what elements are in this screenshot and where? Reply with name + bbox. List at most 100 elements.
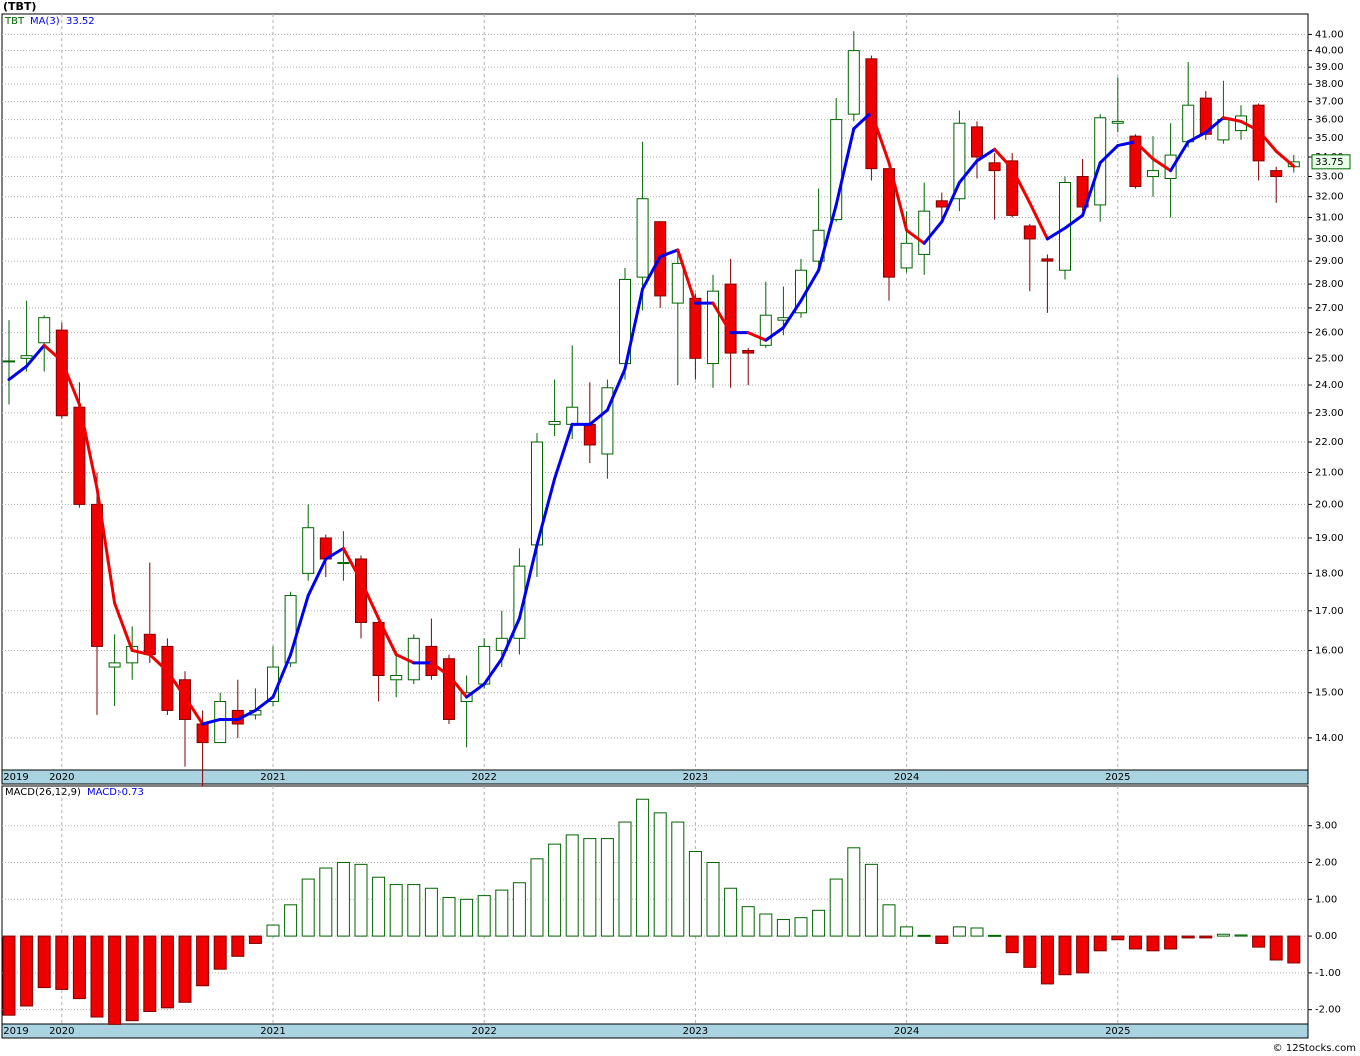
- x-tick-label: 2025: [1105, 772, 1130, 783]
- ma-line: [887, 161, 909, 232]
- macd-bar: [688, 850, 702, 937]
- macd-bar: [90, 935, 104, 1018]
- candle-body: [583, 423, 596, 446]
- x-tick-label: 2020: [49, 772, 74, 783]
- ma-line: [183, 695, 205, 726]
- y-tick-label: 41.00: [1315, 29, 1344, 40]
- macd-bar: [2, 935, 16, 1016]
- macd-bar: [565, 834, 579, 937]
- ma-line: [975, 147, 997, 163]
- candle-body: [20, 355, 33, 359]
- y-tick-label: 30.00: [1315, 234, 1344, 245]
- y-tick-label: 33.00: [1315, 172, 1344, 183]
- ma-line: [1151, 157, 1173, 173]
- ma-line: [535, 477, 557, 547]
- macd-bar: [1111, 935, 1125, 941]
- candle-body: [443, 658, 455, 720]
- candle-body: [900, 242, 913, 269]
- macd-bar: [583, 838, 597, 937]
- macd-bar: [600, 838, 614, 937]
- y-tick-label: 14.00: [1315, 733, 1344, 744]
- macd-bar: [477, 895, 491, 937]
- macd-bar: [1023, 935, 1037, 968]
- macd-bar: [988, 934, 1002, 937]
- candle-body: [636, 198, 649, 278]
- macd-bar: [178, 935, 192, 1003]
- ma-line: [500, 617, 521, 661]
- ma-line: [1028, 201, 1049, 241]
- ma-line: [165, 669, 187, 699]
- y-tick-label: 37.00: [1315, 97, 1344, 108]
- ma-line: [1010, 167, 1032, 205]
- macd-bar: [1216, 933, 1230, 937]
- ma-line: [95, 486, 117, 605]
- candle-body: [566, 406, 579, 425]
- ma-line: [781, 299, 803, 330]
- chart-title: (TBT): [3, 0, 36, 13]
- y-tick-label: 28.00: [1315, 279, 1344, 290]
- ma-line: [869, 110, 891, 165]
- x-tick-label: 2023: [683, 1026, 708, 1037]
- candle-body: [953, 122, 966, 200]
- ma-line: [799, 268, 821, 303]
- ma-line: [940, 181, 961, 224]
- macd-bar: [1128, 935, 1142, 950]
- ma-line: [42, 343, 64, 363]
- x-tick-label: 2019: [3, 1026, 28, 1037]
- ma-line: [605, 367, 627, 412]
- ma-line: [1274, 149, 1296, 168]
- last-price-label: 33.75: [1315, 157, 1344, 168]
- candle-body: [143, 633, 156, 656]
- legend-ma-value: 33.52: [66, 16, 95, 27]
- ma-line: [711, 301, 733, 335]
- ma-line: [271, 653, 293, 699]
- y-tick-label: 0.00: [1315, 931, 1337, 942]
- candle-body: [390, 674, 403, 681]
- y-tick-label: 2.00: [1315, 858, 1337, 869]
- candle-body: [1023, 225, 1036, 240]
- x-tick-label: 2022: [471, 772, 496, 783]
- macd-bar: [636, 798, 650, 937]
- macd-bar: [829, 878, 843, 937]
- y-tick-label: 20.00: [1315, 499, 1344, 510]
- ma-line: [130, 648, 152, 657]
- candle-body: [1252, 104, 1265, 162]
- ma-line: [993, 147, 1014, 171]
- y-tick-label: 36.00: [1315, 115, 1344, 126]
- macd-bar: [882, 904, 896, 937]
- macd-bar: [794, 917, 808, 937]
- y-tick-label: 16.00: [1315, 645, 1344, 656]
- candle-body: [689, 297, 702, 359]
- y-tick-label: 18.00: [1315, 568, 1344, 579]
- y-tick-label: 38.00: [1315, 79, 1344, 90]
- candle-body: [1041, 258, 1054, 262]
- ma-line: [377, 617, 398, 657]
- candle-body: [1270, 170, 1283, 178]
- macd-bar: [319, 867, 333, 937]
- candle-body: [601, 387, 614, 455]
- macd-bar: [1234, 934, 1248, 937]
- ma-line: [588, 408, 609, 426]
- candle-body: [1147, 170, 1159, 178]
- macd-bar: [372, 876, 386, 937]
- ma-line: [236, 708, 257, 721]
- candle-body: [407, 637, 420, 681]
- ma-line: [447, 673, 469, 699]
- candle-body: [337, 562, 350, 565]
- ma-line: [201, 717, 222, 726]
- ma-line: [324, 546, 345, 561]
- macd-bar: [1269, 935, 1283, 961]
- macd-bar: [970, 927, 984, 937]
- macd-legend-value: -0.73: [118, 787, 144, 798]
- candle-body: [3, 360, 15, 363]
- legend-ma: MA(3): [30, 16, 60, 27]
- macd-bar: [354, 863, 368, 937]
- ma-line: [465, 682, 486, 699]
- macd-bar: [900, 926, 914, 937]
- candle-body: [883, 168, 895, 278]
- candle-body: [1111, 120, 1124, 124]
- macd-bar: [653, 812, 667, 937]
- x-tick-label: 2021: [260, 1026, 285, 1037]
- x-tick-label: 2022: [471, 1026, 496, 1037]
